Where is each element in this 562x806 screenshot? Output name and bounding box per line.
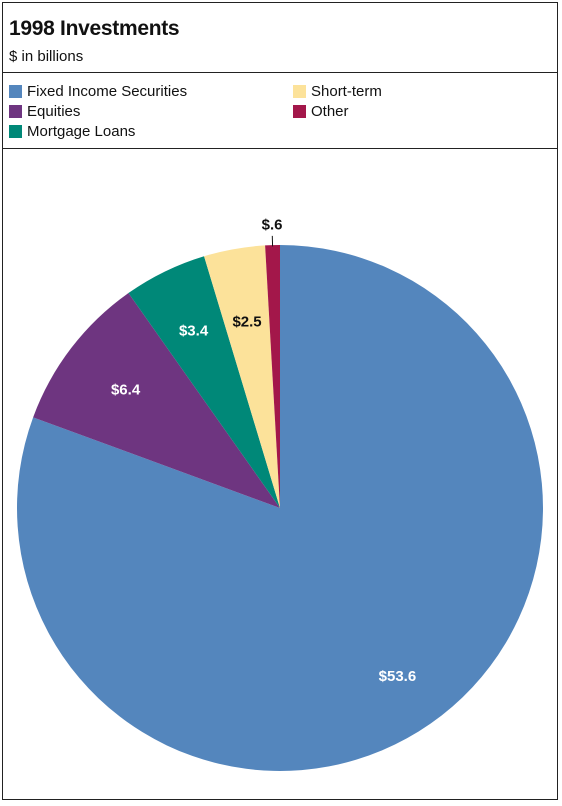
legend-swatch: [293, 105, 306, 118]
data-label-fixed-income-securities: $53.6: [379, 668, 417, 685]
chart-title: 1998 Investments: [9, 17, 179, 41]
legend-swatch: [9, 85, 22, 98]
data-label-other: $.6: [262, 216, 283, 233]
legend-swatch: [9, 125, 22, 138]
pie-chart-area: $53.6 $6.4 $3.4 $2.5 $.6: [3, 149, 557, 801]
legend-item-fixed-income: Fixed Income Securities: [9, 83, 187, 100]
chart-subtitle: $ in billions: [9, 48, 83, 65]
legend-item-mortgage-loans: Mortgage Loans: [9, 123, 135, 140]
data-label-mortgage-loans: $3.4: [179, 323, 209, 340]
legend: Fixed Income Securities Equities Mortgag…: [3, 73, 557, 149]
chart-header: 1998 Investments $ in billions: [3, 3, 557, 73]
data-label-equities: $6.4: [111, 382, 141, 399]
legend-item-other: Other: [293, 103, 349, 120]
legend-label: Fixed Income Securities: [27, 83, 187, 100]
legend-label: Other: [311, 103, 349, 120]
legend-item-equities: Equities: [9, 103, 80, 120]
data-label-short-term: $2.5: [232, 314, 261, 331]
legend-item-short-term: Short-term: [293, 83, 382, 100]
legend-label: Equities: [27, 103, 80, 120]
chart-frame: 1998 Investments $ in billions Fixed Inc…: [2, 2, 558, 800]
legend-label: Mortgage Loans: [27, 123, 135, 140]
legend-swatch: [293, 85, 306, 98]
pie-chart: $53.6 $6.4 $3.4 $2.5 $.6: [3, 149, 559, 801]
legend-label: Short-term: [311, 83, 382, 100]
legend-swatch: [9, 105, 22, 118]
